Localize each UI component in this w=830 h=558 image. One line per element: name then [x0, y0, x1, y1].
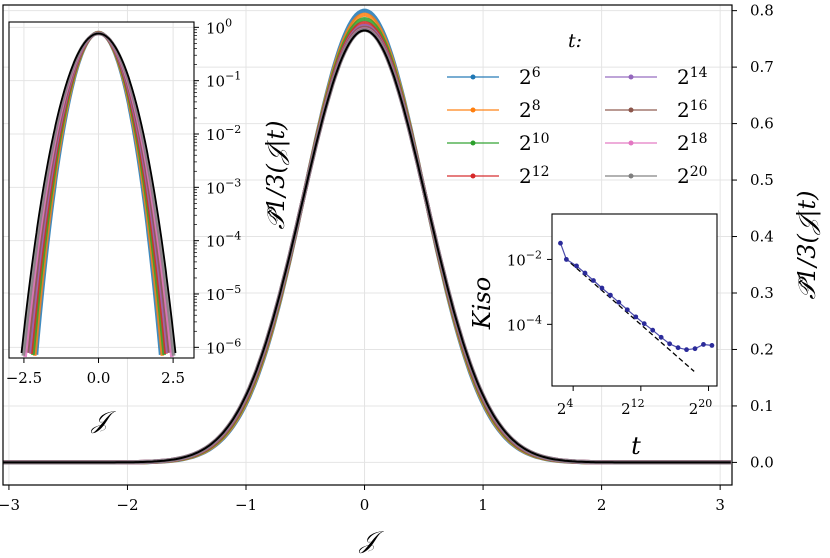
kiso-points — [558, 240, 715, 353]
main-y-ticks: 0.0 0.1 0.2 0.3 0.4 0.5 0.6 0.7 0.8 — [732, 2, 774, 471]
main-series-8 — [3, 29, 731, 464]
main-frame — [2, 4, 733, 486]
main-x-label: 𝒥 — [359, 526, 385, 554]
log-inset-y-tick-label-1: 10−1 — [206, 70, 241, 91]
kiso-point-2 — [574, 263, 579, 269]
main-curves — [3, 8, 731, 465]
log-inset-y-tick-label-0: 100 — [206, 16, 232, 37]
kiso-inset: 24 212 220 10−2 10−4 t Kiso — [468, 213, 718, 460]
main-x-tick-label-3: 0 — [360, 496, 370, 514]
main-y-tick-label-5: 0.5 — [750, 171, 774, 189]
main-y-tick-label-0: 0.0 — [750, 453, 774, 471]
main-y-tick-label-6: 0.6 — [750, 115, 774, 133]
kiso-fit-line — [564, 257, 695, 372]
legend: t: 26 28 210 212 214 216 218 220 — [447, 30, 708, 188]
kiso-point-12 — [658, 334, 664, 340]
main-y-tick-label-3: 0.3 — [750, 284, 774, 302]
kiso-point-14 — [675, 345, 681, 351]
main-y-tick-label-7: 0.7 — [750, 58, 774, 76]
kiso-fit-dashed-line — [564, 257, 695, 372]
main-x-ticks: −3 −2 −1 0 1 2 3 — [0, 485, 725, 514]
main-x-tick-label-0: −3 — [0, 496, 20, 514]
kiso-point-13 — [667, 341, 673, 347]
log-inset-y-tick-label-4: 10−4 — [206, 230, 241, 251]
main-y-tick-label-1: 0.1 — [750, 397, 774, 415]
kiso-x-tick-label-0: 24 — [557, 397, 574, 418]
kiso-point-10 — [641, 321, 647, 327]
kiso-x-tick-label-1: 212 — [621, 397, 645, 418]
log-inset-x-tick-label-2: 2.5 — [161, 369, 185, 387]
legend-title: t: — [568, 30, 582, 52]
log-inset-y-tick-label-5: 10−5 — [206, 283, 241, 304]
kiso-point-6 — [607, 292, 613, 298]
kiso-inset-background — [552, 214, 717, 386]
legend-marker-6 — [628, 140, 634, 146]
kiso-point-8 — [624, 307, 630, 313]
kiso-point-3 — [582, 270, 588, 276]
kiso-point-4 — [591, 278, 596, 283]
legend-label-1: 28 — [519, 98, 541, 122]
main-y-label: 𝒫̂1/3(𝒥|t) — [793, 191, 822, 300]
kiso-point-18 — [709, 343, 715, 348]
kiso-y-tick-label-1: 10−4 — [507, 313, 542, 334]
kiso-y-tick-label-0: 10−2 — [507, 248, 542, 269]
legend-marker-2 — [470, 140, 476, 146]
legend-marker-0 — [470, 74, 476, 80]
log-inset-y-tick-label-3: 10−3 — [206, 176, 241, 197]
legend-marker-1 — [470, 107, 476, 113]
kiso-x-tick-label-2: 220 — [689, 397, 713, 418]
main-x-tick-label-2: −1 — [235, 496, 257, 514]
legend-label-3: 212 — [519, 164, 550, 188]
kiso-x-label: t — [631, 432, 641, 460]
kiso-point-16 — [692, 346, 698, 352]
log-inset-y-tick-label-2: 10−2 — [206, 123, 241, 144]
log-inset-curves — [20, 30, 177, 358]
legend-label-4: 214 — [677, 65, 708, 89]
log-inset-y-ticks: 100 10−1 10−2 10−3 10−4 10−5 10−6 — [194, 16, 241, 357]
kiso-point-17 — [701, 342, 706, 347]
legend-marker-4 — [628, 74, 634, 80]
main-x-tick-label-5: 2 — [597, 496, 607, 514]
main-x-tick-label-4: 1 — [478, 496, 488, 514]
main-x-tick-label-6: 3 — [715, 496, 725, 514]
kiso-point-15 — [684, 347, 689, 353]
main-x-tick-label-1: −2 — [116, 496, 138, 514]
legend-label-5: 216 — [677, 98, 708, 122]
kiso-x-ticks: 24 212 220 — [557, 386, 712, 418]
main-y-tick-label-8: 0.8 — [750, 2, 774, 20]
log-inset-y-label: 𝒫̂1/3(𝒥|t) — [262, 121, 291, 230]
main-y-tick-label-2: 0.2 — [750, 340, 774, 358]
log-inset: −2.5 0.0 2.5 100 10−1 10−2 10−3 10−4 10−5 10−6 𝒥… — [6, 16, 291, 434]
kiso-inset-frame — [551, 213, 718, 387]
kiso-point-5 — [599, 285, 605, 291]
legend-marker-5 — [628, 107, 634, 113]
log-inset-x-tick-label-0: −2.5 — [6, 369, 42, 387]
kiso-point-1 — [563, 257, 569, 262]
main-y-tick-label-4: 0.4 — [750, 228, 774, 246]
kiso-point-9 — [633, 314, 639, 320]
kiso-y-ticks: 10−2 10−4 — [507, 248, 552, 334]
legend-label-7: 220 — [677, 164, 708, 188]
log-inset-series-8 — [20, 32, 177, 354]
legend-label-6: 218 — [677, 131, 708, 155]
log-inset-x-label: 𝒥 — [91, 406, 117, 434]
kiso-point-7 — [616, 299, 622, 305]
log-inset-x-ticks: −2.5 0.0 2.5 — [6, 358, 185, 387]
legend-label-2: 210 — [519, 131, 550, 155]
legend-label-0: 26 — [519, 65, 541, 89]
legend-marker-3 — [470, 173, 476, 179]
legend-marker-7 — [628, 173, 634, 179]
log-inset-y-tick-label-6: 10−6 — [206, 336, 241, 357]
log-inset-x-tick-label-1: 0.0 — [87, 369, 111, 387]
kiso-y-label: Kiso — [468, 277, 496, 330]
kiso-point-11 — [650, 327, 656, 333]
kiso-point-0 — [558, 240, 563, 246]
